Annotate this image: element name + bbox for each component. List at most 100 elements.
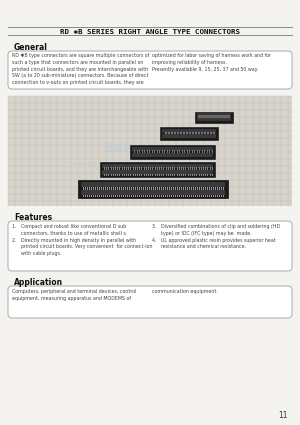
Bar [177,131,178,134]
Bar [87,187,88,190]
Bar [187,195,188,196]
Bar [161,174,162,176]
Bar [130,145,215,159]
Text: Selecom.ru: Selecom.ru [104,141,192,155]
Bar [155,187,156,190]
Bar [167,195,168,196]
Bar [108,174,110,176]
Bar [149,187,150,190]
Bar [205,195,206,196]
Bar [93,195,94,196]
Bar [165,187,166,190]
Bar [144,174,145,176]
Bar [155,195,156,196]
Bar [185,187,186,190]
Bar [85,195,86,196]
Bar [85,187,86,190]
Bar [134,150,135,153]
Bar [132,153,213,157]
Bar [185,167,186,170]
Bar [115,167,116,170]
Bar [115,195,116,196]
Bar [121,187,122,190]
Bar [111,174,112,176]
Bar [8,96,292,206]
Bar [190,167,191,170]
Bar [212,150,213,153]
Bar [106,167,107,170]
Bar [194,150,195,153]
Bar [191,187,192,190]
Bar [194,174,195,176]
Bar [115,174,116,176]
Bar [171,195,172,196]
Bar [189,131,190,134]
Bar [154,167,156,170]
Bar [210,174,211,176]
Bar [132,147,213,150]
Bar [147,195,148,196]
Text: э л е к т р о н и к а: э л е к т р о н и к а [68,161,122,165]
Bar [189,187,190,190]
Bar [111,167,112,170]
Bar [115,187,116,190]
Bar [137,187,138,190]
Bar [181,174,182,176]
Bar [99,195,100,196]
Bar [166,174,167,176]
Bar [159,150,160,153]
Bar [148,167,149,170]
Bar [203,167,204,170]
Bar [215,187,216,190]
Bar [196,174,197,176]
Bar [142,150,143,153]
Bar [137,174,138,176]
Bar [189,150,190,153]
Bar [209,187,210,190]
Bar [139,174,140,176]
Bar [201,195,202,196]
Bar [137,167,138,170]
Bar [127,195,128,196]
Bar [149,195,150,196]
Bar [219,187,220,190]
Bar [91,187,92,190]
Bar [105,195,106,196]
Bar [145,195,146,196]
Bar [174,174,175,176]
Bar [102,170,213,175]
Bar [172,174,173,176]
Bar [139,195,140,196]
Bar [119,167,120,170]
Bar [177,174,178,176]
Bar [145,187,146,190]
Text: 11: 11 [278,411,288,420]
FancyBboxPatch shape [8,221,292,271]
Bar [157,174,158,176]
Bar [149,150,150,153]
Bar [167,150,168,153]
Bar [113,187,114,190]
Bar [129,195,130,196]
Bar [159,187,160,190]
Bar [109,187,110,190]
Bar [185,174,186,176]
Bar [152,167,153,170]
Bar [177,167,178,170]
Bar [128,174,129,176]
Bar [89,187,90,190]
Bar [183,167,184,170]
Bar [173,187,174,190]
Text: communication equipment.: communication equipment. [152,289,218,294]
Bar [137,195,138,196]
Bar [207,131,208,134]
Bar [217,195,218,196]
Bar [175,195,176,196]
Bar [89,195,90,196]
Bar [210,167,211,170]
Bar [107,187,108,190]
Bar [147,187,148,190]
Bar [215,195,216,196]
Bar [166,167,167,170]
Bar [133,195,134,196]
